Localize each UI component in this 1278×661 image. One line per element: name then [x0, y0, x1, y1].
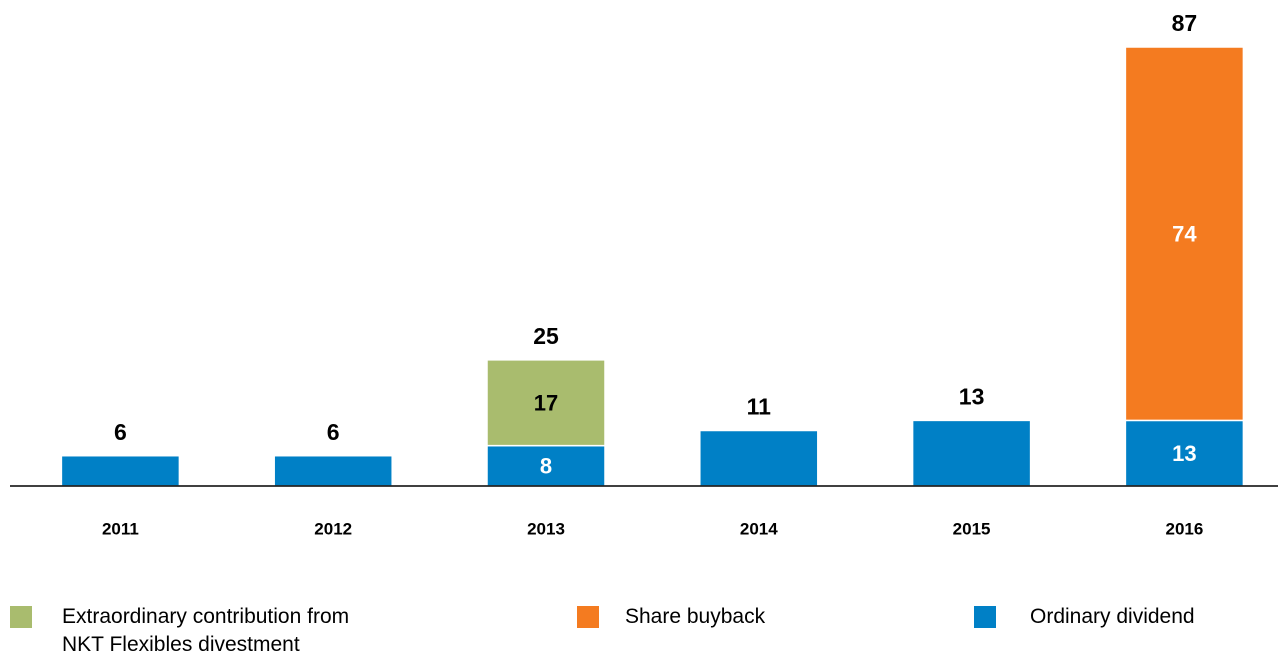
x-tick-label: 2015 [953, 519, 991, 538]
legend-label: Ordinary dividend [1030, 605, 1195, 628]
x-tick-label: 2016 [1165, 519, 1203, 538]
legend-label: Share buyback [625, 605, 766, 628]
x-tick-label: 2012 [314, 519, 352, 538]
bar-segment [486, 444, 606, 487]
total-label: 25 [533, 323, 559, 349]
total-label: 13 [959, 383, 985, 409]
segment-label: 17 [534, 391, 558, 416]
total-label: 6 [327, 419, 340, 445]
total-label: 6 [114, 419, 127, 445]
chart: 6 2011 6 2012 8 17 25 2013 11 2014 13 2015 13 74 87 201… [10, 10, 1278, 538]
total-label: 11 [747, 394, 772, 420]
legend-label: Extraordinary contribution from NKT Flex… [62, 605, 350, 656]
bar-segment [60, 454, 181, 487]
bar-segment [699, 429, 819, 487]
legend-swatch [974, 606, 996, 628]
legend-swatch [10, 606, 32, 628]
x-tick-label: 2013 [527, 519, 565, 538]
bar-segment [273, 454, 393, 487]
segment-label: 74 [1172, 222, 1197, 247]
bar-segment [1124, 46, 1245, 422]
segment-label: 13 [1172, 441, 1196, 466]
total-label: 87 [1172, 10, 1198, 36]
segment-label: 8 [540, 454, 552, 479]
legend-swatch [577, 606, 599, 628]
x-tick-label: 2011 [102, 519, 139, 538]
x-tick-label: 2014 [740, 519, 778, 538]
bar-segment [911, 419, 1032, 487]
bar-segment [486, 359, 606, 447]
